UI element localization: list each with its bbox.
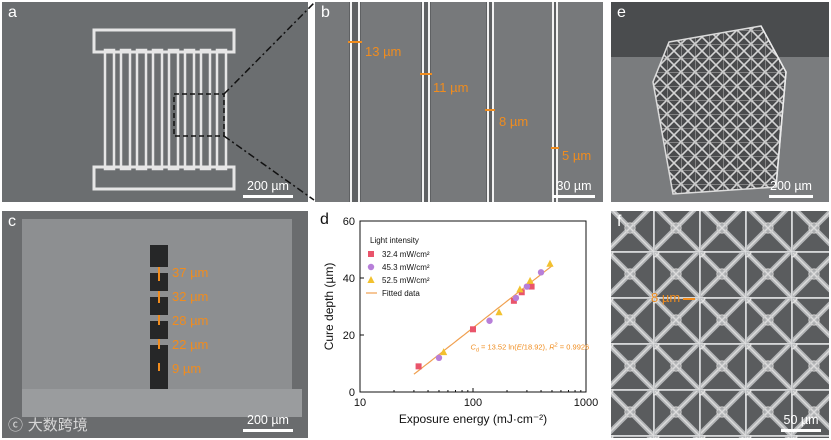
- eq-rest1: = 13.52 ln(: [479, 342, 517, 351]
- panel-f-width: 8 µm: [651, 290, 681, 305]
- panel-b-width-2: 11 µm: [433, 80, 469, 95]
- panel-c-depth-4: 22 µm: [172, 337, 209, 352]
- eq-c: C: [470, 342, 476, 351]
- y-tick-label-0: 0: [349, 387, 355, 399]
- panel-b-scale-bar: [553, 195, 595, 198]
- panel-c-scale-text: 200 µm: [247, 413, 289, 427]
- panel-a: a 200 µm: [2, 2, 308, 202]
- data-point-s3-5: [546, 259, 554, 267]
- watermark-logo-icon: ⓒ: [8, 416, 24, 434]
- panel-b-scale: 30 µm: [551, 179, 597, 198]
- watermark: ⓒ 大数跨境: [8, 414, 88, 435]
- legend-marker-2: [367, 263, 375, 271]
- panel-c-micrograph: [22, 219, 302, 417]
- x-axis-label: Exposure energy (mJ·cm⁻²): [399, 412, 547, 426]
- panel-a-scale: 200 µm: [238, 179, 298, 198]
- panel-d: d 10 100 1000 0 20 40 60 Light intensity 32.4 m…: [314, 209, 606, 439]
- y-tick-label-40: 40: [343, 273, 355, 285]
- legend-label-2: 45.3 mW/cm²: [382, 263, 430, 272]
- data-point-s1-5: [528, 283, 535, 290]
- x-tick-label-100: 100: [464, 397, 482, 409]
- data-point-s2-4: [523, 283, 531, 290]
- panel-e-scale-text: 200 µm: [770, 179, 812, 193]
- panel-e: e 200 µm: [611, 2, 829, 202]
- fit-equation: Cd = 13.52 ln(E/18.92), R2 = 0.9926: [470, 342, 589, 353]
- panel-b-micrograph: [348, 2, 559, 202]
- y-tick-label-60: 60: [343, 216, 355, 228]
- panel-a-micrograph: [92, 28, 236, 191]
- panel-e-scale: 200 µm: [761, 179, 821, 198]
- legend-title: Light intensity: [370, 236, 419, 245]
- panel-c: c 37 µm 32 µm 28 µm 22 µm 9 µm 200 µm ⓒ …: [2, 211, 308, 438]
- data-point-s1-2: [470, 326, 476, 333]
- data-point-s3-3: [516, 285, 524, 293]
- x-tick-label-10: 10: [354, 397, 366, 409]
- data-point-s3-2: [495, 308, 503, 316]
- panel-b-scale-text: 30 µm: [556, 179, 592, 193]
- legend-marker-1: [368, 251, 374, 257]
- panel-f-scale-text: 50 µm: [783, 413, 819, 427]
- panel-c-label: c: [8, 213, 16, 230]
- panel-a-scale-text: 200 µm: [247, 179, 289, 193]
- panel-b-label: b: [321, 4, 330, 21]
- data-point-s2-2: [486, 317, 493, 324]
- data-point-s3-4: [526, 276, 534, 284]
- panel-e-scale-bar: [769, 195, 813, 198]
- legend-fit-label: Fitted data: [382, 289, 420, 298]
- eq-two-sup: 2: [555, 342, 558, 348]
- panel-d-label: d: [320, 211, 329, 228]
- panel-e-label: e: [617, 4, 626, 21]
- legend-marker-3: [367, 276, 375, 283]
- eq-e: E: [517, 342, 523, 351]
- panel-f-scale: 50 µm: [779, 413, 823, 432]
- panel-b-width-4: 5 µm: [562, 148, 592, 163]
- data-point-s2-5: [537, 269, 545, 276]
- eq-rest3: = 0.9926: [558, 342, 590, 351]
- panel-e-micrograph: [611, 2, 829, 202]
- panel-c-depth-3: 28 µm: [172, 313, 209, 328]
- panel-f-label: f: [617, 213, 622, 230]
- data-point-s2-3: [512, 294, 520, 302]
- panel-b: b 13 µm 11 µm 8 µm 5 µm 30 µm: [315, 2, 603, 202]
- panel-c-scale-bar: [243, 429, 293, 432]
- plot-frame: [359, 220, 587, 393]
- panel-c-scale: 200 µm: [238, 413, 298, 432]
- watermark-text: 大数跨境: [27, 416, 88, 434]
- y-axis-label: Cure depth (µm): [322, 263, 336, 351]
- eq-d-sub: d: [476, 347, 479, 353]
- panel-a-scale-bar: [243, 195, 293, 198]
- panel-c-depth-1: 37 µm: [172, 265, 209, 280]
- data-point-s1-3: [510, 297, 517, 304]
- panel-f-micrograph: [611, 211, 829, 438]
- panel-f: f 8 µm 50 µm: [611, 211, 829, 438]
- panel-b-width-3: 8 µm: [499, 114, 529, 129]
- data-point-s1-1: [415, 363, 422, 370]
- cure-depth-chart: 10 100 1000 0 20 40 60 Light intensity 32.4 mW/…: [322, 216, 598, 426]
- y-tick-label-20: 20: [343, 330, 355, 342]
- panel-b-width-1: 13 µm: [365, 44, 402, 59]
- data-point-s2-1: [435, 354, 443, 361]
- eq-r: R: [549, 342, 555, 351]
- panel-a-label: a: [8, 4, 17, 21]
- panel-f-scale-bar: [781, 429, 821, 432]
- legend-label-1: 32.4 mW/cm²: [382, 250, 430, 259]
- panel-c-depth-2: 32 µm: [172, 289, 209, 304]
- legend-label-3: 52.5 mW/cm²: [382, 276, 430, 285]
- panel-c-depth-5: 9 µm: [172, 361, 202, 376]
- eq-rest2: /18.92),: [522, 342, 550, 351]
- data-point-s3-1: [440, 348, 448, 356]
- x-tick-label-1000: 1000: [574, 397, 598, 409]
